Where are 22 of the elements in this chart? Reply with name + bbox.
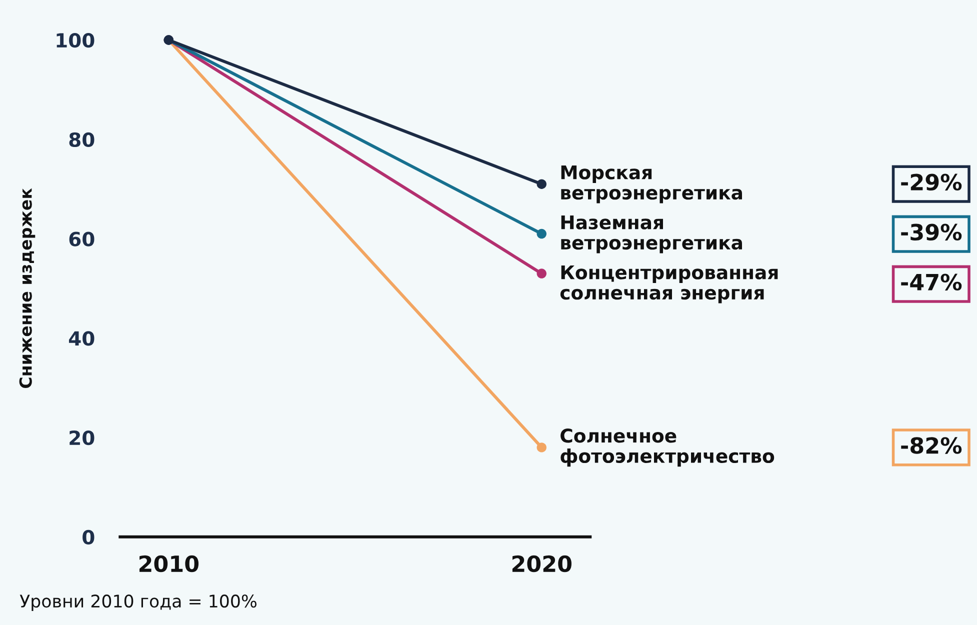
y-tick-label: 80 [69,132,94,148]
text: -39% [901,224,962,241]
x-tick-label: 2010 [139,555,199,572]
y-tick-label: 100 [56,32,94,48]
point [536,179,546,189]
series-label: Наземная ветроэнергетика [561,215,742,254]
y-tick-label: 0 [82,530,94,545]
y-tick-label: 20 [70,430,94,446]
point [536,268,546,278]
text: Уровни 2010 года = 100% [20,594,256,611]
text: -29% [901,174,962,191]
series-label: Морская ветроэнергетика [561,165,742,204]
text: -82% [901,437,962,454]
text: -47% [901,274,962,291]
x-tick-label: 2020 [512,555,572,572]
point [536,228,546,239]
y-tick-label: 40 [68,331,94,346]
y-tick-label: 60 [69,232,94,246]
point [536,442,546,452]
series-label: Концентрированная солнечная энергия [560,265,778,304]
series-label: Солнечное фотоэлектричество [560,428,774,467]
y-axis-title: Снижение издержек [19,188,36,388]
